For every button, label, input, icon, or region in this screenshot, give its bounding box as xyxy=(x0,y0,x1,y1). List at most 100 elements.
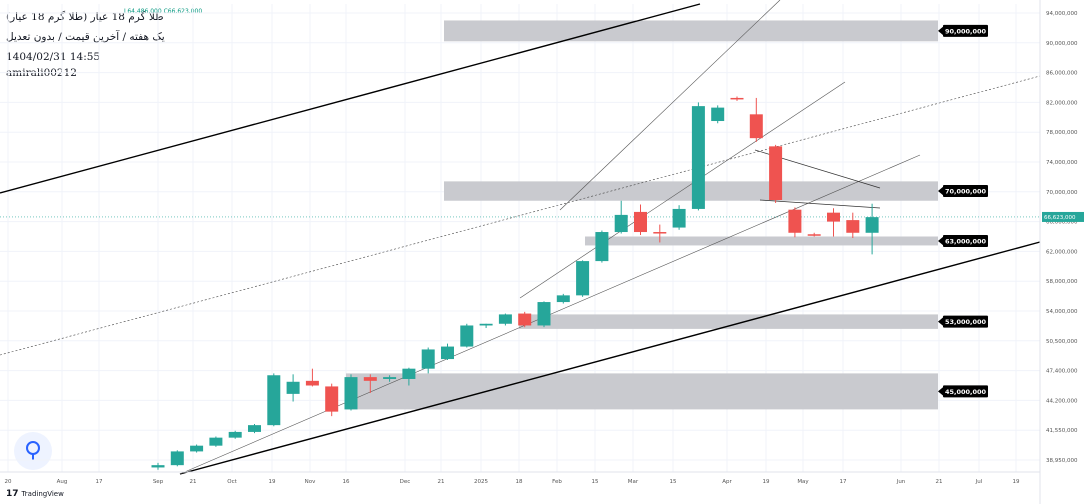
trend-line xyxy=(759,199,881,209)
candle-body xyxy=(769,146,783,200)
candle-body xyxy=(248,425,261,432)
candle-body xyxy=(190,445,204,452)
candle-body xyxy=(209,437,223,446)
x-tick-label: 17 xyxy=(96,479,103,485)
candle-body xyxy=(228,431,242,438)
current-price-tag xyxy=(1042,211,1084,222)
candle-body xyxy=(595,232,609,262)
tradingview-logo-icon: 17 xyxy=(6,489,19,499)
x-tick-label: 21 xyxy=(190,479,197,485)
symbol-title: طلا گرم 18 عیار (طلا گرم 18 عیار) xyxy=(6,11,164,23)
zone-label: 45,000,000 xyxy=(945,388,987,396)
candle-body xyxy=(151,465,165,468)
y-tick-label: 66,000,000 xyxy=(1046,220,1078,226)
y-tick-label: 78,000,000 xyxy=(1046,130,1078,136)
candle-body xyxy=(827,212,840,222)
x-tick-label: Nov xyxy=(305,479,316,485)
zone-label: 70,000,000 xyxy=(945,188,987,196)
y-tick-label: 47,400,000 xyxy=(1046,369,1078,375)
candle-body xyxy=(807,234,821,236)
y-tick-label: 44,200,000 xyxy=(1046,398,1078,404)
tradingview-logo-text: TradingView xyxy=(21,490,64,498)
trend-line xyxy=(179,241,1041,475)
x-tick-label: 21 xyxy=(438,479,445,485)
x-tick-label: Aug xyxy=(57,479,68,485)
zone-label-pointer xyxy=(938,316,944,327)
candle-body xyxy=(691,106,705,209)
candle-body xyxy=(634,211,647,233)
candle-body xyxy=(865,217,879,233)
candle-body xyxy=(479,323,493,326)
x-tick-label: Feb xyxy=(552,479,562,485)
trend-line xyxy=(0,75,1041,356)
candle-body xyxy=(286,381,300,394)
zone-label: 63,000,000 xyxy=(945,237,987,245)
y-tick-label: 82,000,000 xyxy=(1046,100,1078,106)
x-tick-label: 19 xyxy=(1013,479,1020,485)
y-tick-label: 62,000,000 xyxy=(1046,249,1078,255)
zone-label: 90,000,000 xyxy=(945,27,987,35)
candle-body xyxy=(556,295,570,303)
candle-body xyxy=(730,97,744,100)
zone-label-pointer xyxy=(938,25,944,36)
trend-line xyxy=(0,3,701,194)
zone-label-box xyxy=(943,185,988,198)
y-tick-label: 58,000,000 xyxy=(1046,279,1078,285)
candle-body xyxy=(788,209,802,233)
x-tick-label: 17 xyxy=(840,479,847,485)
x-tick-label: 15 xyxy=(592,479,599,485)
x-tick-label: Jun xyxy=(896,479,906,485)
candle-body xyxy=(363,377,377,381)
x-tick-label: 2025 xyxy=(474,479,488,485)
candle-body xyxy=(498,314,512,324)
candle-body xyxy=(267,375,281,426)
zone-label-box xyxy=(943,315,988,328)
trend-line xyxy=(519,81,846,299)
candle-body xyxy=(441,346,454,360)
zone-label-pointer xyxy=(938,186,944,197)
x-tick-label: 16 xyxy=(343,479,350,485)
x-tick-label: 15 xyxy=(670,479,677,485)
ohlc-readout: L64,486,000 C66,623,000 xyxy=(124,8,203,15)
x-tick-label: Jul xyxy=(975,479,983,485)
candle-body xyxy=(711,107,725,122)
y-tick-label: 70,000,000 xyxy=(1046,190,1078,196)
zone-label-box xyxy=(943,385,988,398)
zone-label-pointer xyxy=(938,235,944,246)
x-tick-label: 19 xyxy=(763,479,770,485)
support-resistance-zone xyxy=(444,181,938,201)
candle-body xyxy=(325,386,339,412)
candle-body xyxy=(614,214,628,233)
zone-label: 53,000,000 xyxy=(945,318,987,326)
zone-label-pointer xyxy=(938,386,944,397)
candle-body xyxy=(421,349,435,369)
datetime-label: 1404/02/31 14:55 xyxy=(6,51,101,63)
candle-body xyxy=(170,451,184,466)
candle-body xyxy=(383,377,397,379)
x-tick-label: Apr xyxy=(722,479,732,485)
support-resistance-zone xyxy=(444,20,938,42)
tradingview-logo[interactable]: 17 TradingView xyxy=(6,489,64,499)
y-tick-label: 38,950,000 xyxy=(1046,458,1078,464)
candle-body xyxy=(402,368,416,379)
lightbulb-icon[interactable] xyxy=(14,432,52,470)
x-tick-label: 20 xyxy=(5,479,12,485)
zone-label-box xyxy=(943,234,988,247)
y-tick-label: 90,000,000 xyxy=(1046,41,1078,47)
x-tick-label: Mar xyxy=(628,479,639,485)
support-resistance-zone xyxy=(519,314,938,329)
current-price-label: 66,623,000 xyxy=(1044,215,1076,221)
support-resistance-zone xyxy=(585,236,938,246)
x-tick-label: 21 xyxy=(936,479,943,485)
y-tick-label: 41,550,000 xyxy=(1046,428,1078,434)
candle-body xyxy=(653,232,667,234)
trend-line xyxy=(559,0,781,211)
candle-body xyxy=(537,302,551,326)
y-tick-label: 50,500,000 xyxy=(1046,339,1078,345)
candle-body xyxy=(518,313,532,326)
zone-label-box xyxy=(943,24,988,37)
y-tick-label: 54,000,000 xyxy=(1046,309,1078,315)
x-tick-label: May xyxy=(797,479,809,485)
x-tick-label: 19 xyxy=(269,479,276,485)
